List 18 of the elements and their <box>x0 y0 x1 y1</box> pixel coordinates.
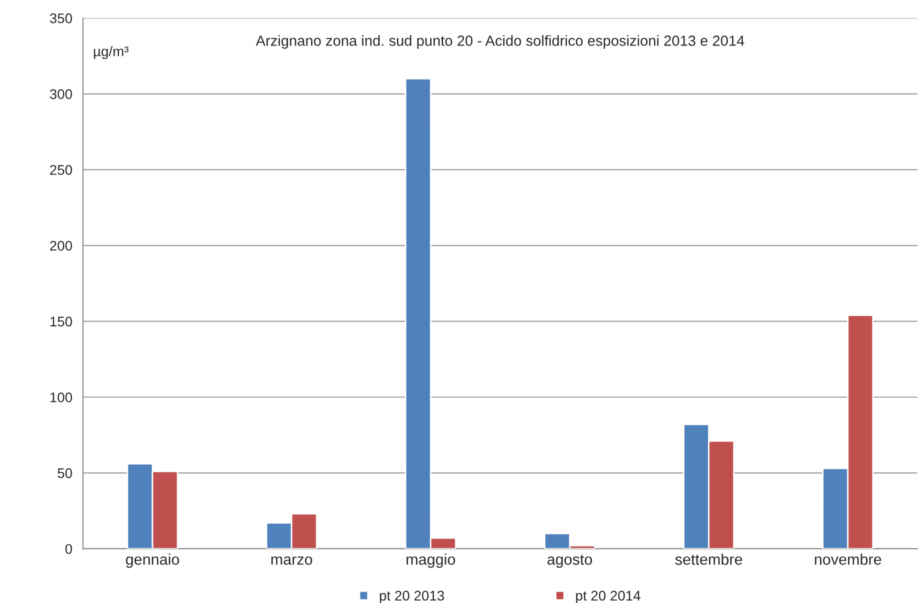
x-tick-label: novembre <box>814 554 882 565</box>
text: Arzignano zona ind. sud punto 20 - Acido solfidrico esposizioni 2013 e 2014 <box>256 35 744 49</box>
y-tick-label: 250 <box>50 165 72 175</box>
y-tick-label: 50 <box>58 468 72 478</box>
y-tick-label: 150 <box>50 316 72 326</box>
y-axis-title: µg/m³ <box>94 46 128 60</box>
y-tick-label: 300 <box>50 89 72 100</box>
x-tick-label: marzo <box>271 556 312 565</box>
x-tick-label: agosto <box>547 554 592 568</box>
x-tick-label: maggio <box>406 554 456 568</box>
x-tick-label: gennaio <box>126 554 180 568</box>
y-tick-label: 100 <box>50 392 72 402</box>
y-tick-label: 200 <box>50 240 72 251</box>
y-tick-label: 0 <box>65 544 72 554</box>
y-tick-label: 350 <box>50 13 72 24</box>
legend-label: pt 20 2014 <box>576 590 640 603</box>
legend-label: pt 20 2013 <box>380 590 444 603</box>
x-tick-label: settembre <box>675 554 742 565</box>
